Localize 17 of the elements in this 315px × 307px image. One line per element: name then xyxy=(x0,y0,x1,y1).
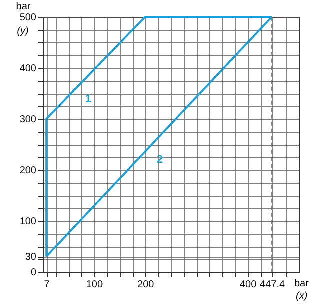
x-tick-label: 200 xyxy=(138,280,155,290)
y-tick-label: 300 xyxy=(20,114,37,126)
y-tick-label: 500 xyxy=(20,12,37,24)
series-label: 1 xyxy=(85,93,92,106)
y-tick-label: 200 xyxy=(20,166,37,176)
y-tick-label: 0 xyxy=(30,268,37,278)
x-tick-label: 400 xyxy=(240,280,258,290)
y-tick-label: 400 xyxy=(20,64,37,74)
x-tick-label: 100 xyxy=(86,280,104,290)
y-axis-title: bar xyxy=(16,2,32,12)
text: (x) xyxy=(296,291,308,302)
text: (y) xyxy=(17,26,29,37)
x-tick-label: 447.4 xyxy=(260,280,286,290)
y-tick-label: 30 xyxy=(25,252,37,264)
y-tick-label: 100 xyxy=(20,216,37,228)
x-axis-title: bar xyxy=(294,278,310,290)
x-tick-label: 7 xyxy=(44,280,50,290)
